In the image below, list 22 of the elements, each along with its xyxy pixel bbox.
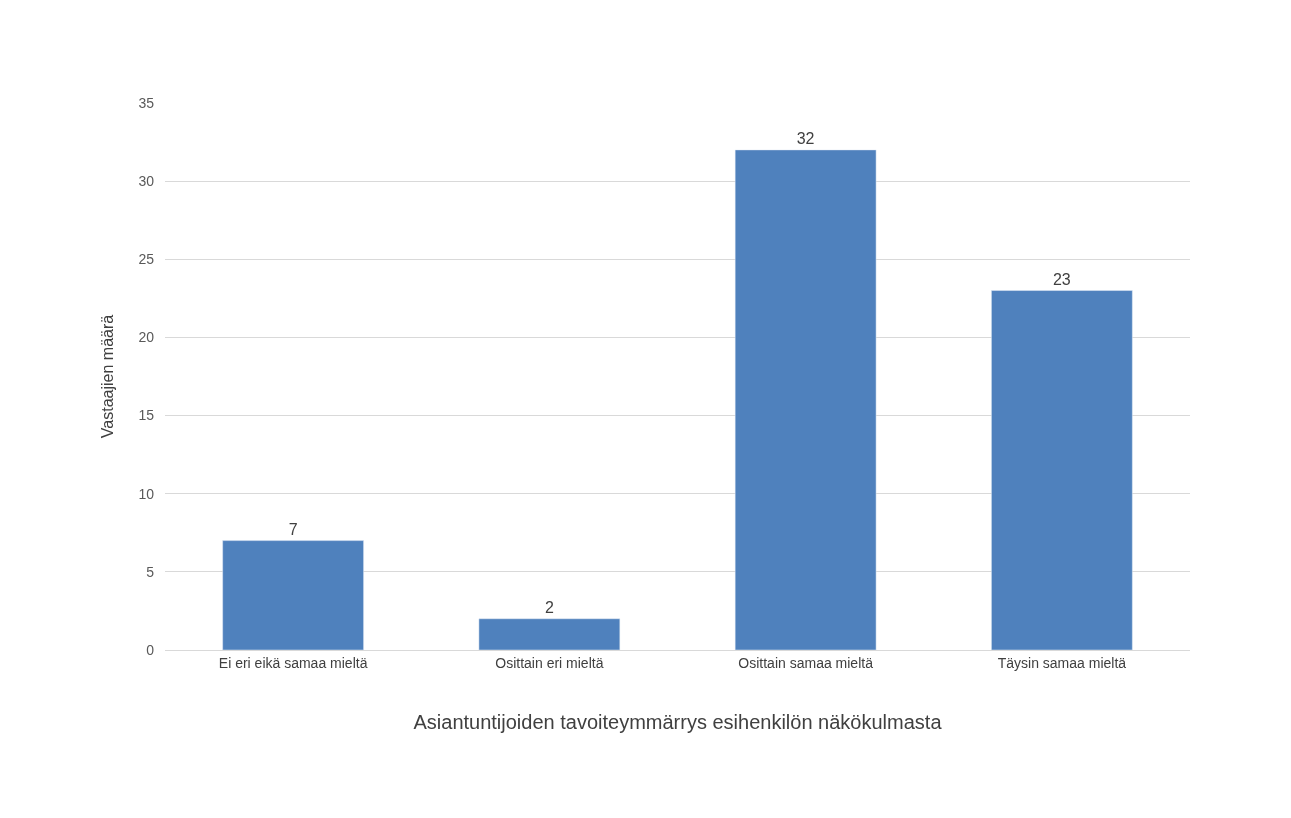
data-label: 7 [288, 520, 298, 538]
bar [734, 149, 877, 650]
bar [478, 618, 621, 650]
data-label: 2 [544, 598, 554, 616]
x-tick-label: Ei eri eikä samaa mieltä [218, 654, 368, 671]
data-label: 32 [796, 129, 815, 147]
y-tick-label: 30 [138, 173, 155, 190]
x-tick-label: Täysin samaa mieltä [997, 654, 1127, 671]
bar [991, 290, 1133, 650]
y-tick-label: 10 [138, 485, 155, 502]
x-axis-title: Asiantuntijoiden tavoiteymmärrys esihenkilön näkökulmasta [413, 711, 943, 734]
data-label: 23 [1052, 270, 1071, 288]
y-tick-label: 5 [146, 563, 155, 580]
bar [222, 540, 364, 650]
x-tick-label: Osittain samaa mieltä [738, 654, 874, 671]
y-axis-title: Vastaajien määrä [99, 314, 117, 439]
x-tick-label: Osittain eri mieltä [495, 654, 604, 671]
y-tick-label: 25 [138, 251, 155, 268]
y-tick-label: 0 [146, 641, 155, 658]
y-tick-label: 35 [138, 94, 155, 111]
y-tick-label: 20 [138, 329, 155, 346]
y-tick-label: 15 [138, 407, 155, 424]
